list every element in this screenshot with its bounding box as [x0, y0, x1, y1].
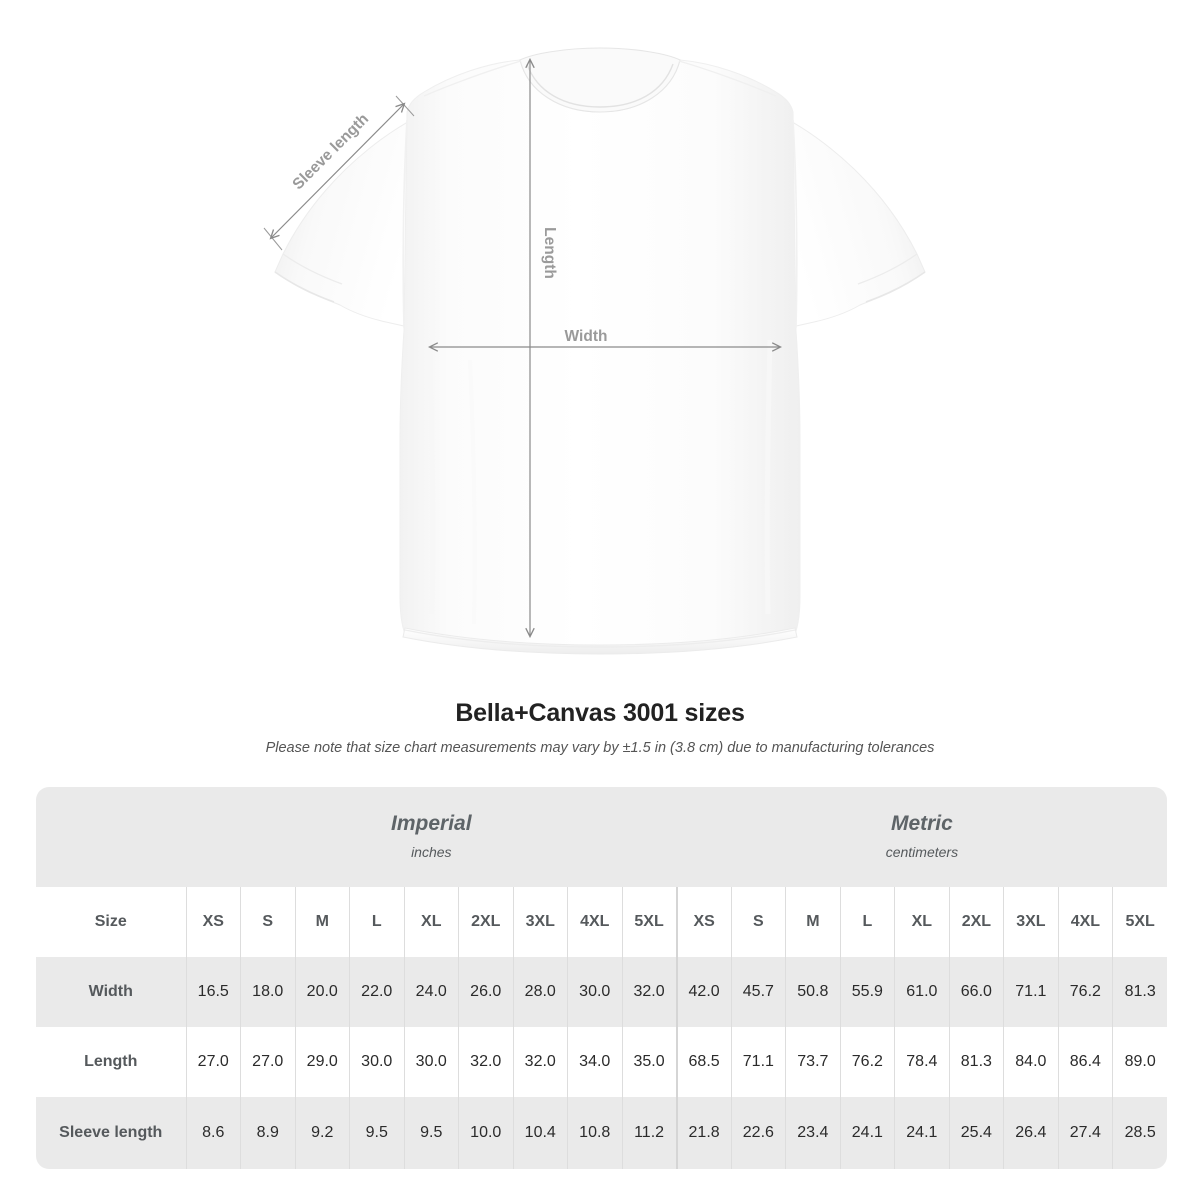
cell-width-metric-4xl: 76.2: [1057, 957, 1113, 1027]
cell-width-imperial-4xl: 30.0: [567, 957, 622, 1027]
cell-length-imperial-3xl: 32.0: [512, 1027, 568, 1097]
size-header-metric-l: L: [839, 887, 895, 957]
size-header-label: Size: [36, 887, 186, 957]
cell-sleeve-length-imperial-4xl: 10.8: [567, 1097, 622, 1169]
cell-width-metric-m: 50.8: [785, 957, 841, 1027]
size-header-imperial-5xl: 5XL: [621, 887, 677, 957]
row-label-length: Length: [36, 1027, 186, 1097]
cell-sleeve-length-metric-5xl: 28.5: [1112, 1097, 1168, 1169]
size-header-metric-4xl: 4XL: [1057, 887, 1113, 957]
unit-group-metric: Metric centimeters: [676, 787, 1168, 887]
cell-length-metric-5xl: 89.0: [1112, 1027, 1168, 1097]
cell-sleeve-length-imperial-3xl: 10.4: [512, 1097, 568, 1169]
cell-length-metric-m: 73.7: [785, 1027, 841, 1097]
cell-width-metric-xs: 42.0: [675, 957, 732, 1027]
cell-width-metric-xl: 61.0: [894, 957, 950, 1027]
cell-sleeve-length-metric-2xl: 25.4: [948, 1097, 1004, 1169]
cell-length-imperial-l: 30.0: [349, 1027, 404, 1097]
cell-width-metric-l: 55.9: [839, 957, 895, 1027]
cell-width-imperial-s: 18.0: [240, 957, 295, 1027]
width-annotation: Width: [430, 328, 780, 347]
size-table: Imperial inches Metric centimeters Size XS S M L…: [36, 787, 1168, 1169]
length-label: Length: [541, 227, 558, 279]
size-header-imperial-2xl: 2XL: [458, 887, 513, 957]
cell-length-metric-xl: 78.4: [894, 1027, 950, 1097]
unit-group-sub: centimeters: [885, 844, 959, 860]
size-header-imperial-m: M: [294, 887, 350, 957]
cell-sleeve-length-metric-4xl: 27.4: [1057, 1097, 1113, 1169]
cell-width-imperial-3xl: 28.0: [512, 957, 568, 1027]
cell-width-imperial-l: 22.0: [349, 957, 404, 1027]
row-label-sleeve-length: Sleeve length: [36, 1097, 186, 1169]
cell-width-imperial-2xl: 26.0: [458, 957, 513, 1027]
size-header-metric-s: S: [730, 887, 786, 957]
cell-width-imperial-xl: 24.0: [403, 957, 459, 1027]
cell-sleeve-length-imperial-m: 9.2: [294, 1097, 350, 1169]
cell-width-imperial-xs: 16.5: [185, 957, 241, 1027]
size-header-metric-3xl: 3XL: [1003, 887, 1059, 957]
size-header-imperial-xs: XS: [185, 887, 241, 957]
cell-sleeve-length-imperial-xl: 9.5: [403, 1097, 459, 1169]
table-row: Length 27.0 27.0 29.0 30.0 30.0 32.0 32.0 34.0 35…: [36, 1027, 1168, 1097]
cell-sleeve-length-metric-s: 22.6: [730, 1097, 786, 1169]
cell-length-metric-2xl: 81.3: [948, 1027, 1004, 1097]
row-label-width: Width: [36, 957, 186, 1027]
unit-group-sub: inches: [411, 844, 452, 860]
size-header-metric-5xl: 5XL: [1112, 887, 1168, 957]
page-title: Bella+Canvas 3001 sizes: [455, 699, 745, 727]
cell-sleeve-length-imperial-s: 8.9: [240, 1097, 295, 1169]
cell-sleeve-length-imperial-5xl: 11.2: [621, 1097, 677, 1169]
size-header-imperial-s: S: [240, 887, 295, 957]
tshirt-illustration: Sleeve length Length Width: [263, 47, 926, 655]
size-header-metric-m: M: [785, 887, 841, 957]
cell-sleeve-length-metric-xl: 24.1: [894, 1097, 950, 1169]
cell-sleeve-length-imperial-2xl: 10.0: [458, 1097, 513, 1169]
cell-length-imperial-xl: 30.0: [403, 1027, 459, 1097]
cell-width-metric-5xl: 81.3: [1112, 957, 1168, 1027]
unit-group-name: Metric: [890, 812, 953, 835]
chart-header: Bella+Canvas 3001 sizes Please note that…: [0, 698, 1200, 757]
size-header-row: Size XS S M L XL 2XL 3XL 4XL 5XL XS S M L XL 2XL 3XL 4XL 5…: [36, 887, 1168, 957]
tolerance-note: Please note that size chart measurements…: [265, 740, 935, 756]
cell-sleeve-length-metric-3xl: 26.4: [1003, 1097, 1059, 1169]
cell-width-imperial-5xl: 32.0: [621, 957, 677, 1027]
table-row: Sleeve length 8.6 8.9 9.2 9.5 9.5 10.0 10.4 10.8…: [36, 1097, 1168, 1169]
size-header-imperial-4xl: 4XL: [567, 887, 622, 957]
cell-sleeve-length-metric-l: 24.1: [839, 1097, 895, 1169]
cell-width-metric-3xl: 71.1: [1003, 957, 1059, 1027]
cell-width-metric-s: 45.7: [730, 957, 786, 1027]
cell-length-imperial-xs: 27.0: [185, 1027, 241, 1097]
cell-width-metric-2xl: 66.0: [948, 957, 1004, 1027]
unit-header-spacer: [36, 787, 186, 887]
cell-length-imperial-5xl: 35.0: [621, 1027, 677, 1097]
cell-length-metric-s: 71.1: [730, 1027, 786, 1097]
cell-length-metric-4xl: 86.4: [1057, 1027, 1113, 1097]
size-header-metric-2xl: 2XL: [948, 887, 1004, 957]
size-header-imperial-xl: XL: [403, 887, 459, 957]
size-header-imperial-3xl: 3XL: [512, 887, 568, 957]
cell-length-metric-l: 76.2: [839, 1027, 895, 1097]
unit-group-imperial: Imperial inches: [186, 787, 677, 887]
cell-sleeve-length-metric-m: 23.4: [785, 1097, 841, 1169]
cell-sleeve-length-imperial-xs: 8.6: [185, 1097, 241, 1169]
cell-width-imperial-m: 20.0: [294, 957, 350, 1027]
size-header-metric-xl: XL: [894, 887, 950, 957]
cell-length-imperial-2xl: 32.0: [458, 1027, 513, 1097]
size-table-container: Imperial inches Metric centimeters Size XS S M L…: [36, 787, 1168, 1169]
width-label: Width: [565, 328, 608, 345]
cell-sleeve-length-imperial-l: 9.5: [349, 1097, 404, 1169]
cell-sleeve-length-metric-xs: 21.8: [675, 1097, 732, 1169]
unit-header-row: Imperial inches Metric centimeters: [36, 787, 1168, 887]
tshirt-garment: [274, 47, 926, 655]
cell-length-imperial-m: 29.0: [294, 1027, 350, 1097]
cell-length-metric-3xl: 84.0: [1003, 1027, 1059, 1097]
size-header-metric-xs: XS: [675, 887, 732, 957]
size-header-imperial-l: L: [349, 887, 404, 957]
table-row: Width 16.5 18.0 20.0 22.0 24.0 26.0 28.0 30.0 32.…: [36, 957, 1168, 1027]
cell-length-imperial-4xl: 34.0: [567, 1027, 622, 1097]
cell-length-imperial-s: 27.0: [240, 1027, 295, 1097]
unit-group-name: Imperial: [391, 812, 472, 835]
cell-length-metric-xs: 68.5: [675, 1027, 732, 1097]
